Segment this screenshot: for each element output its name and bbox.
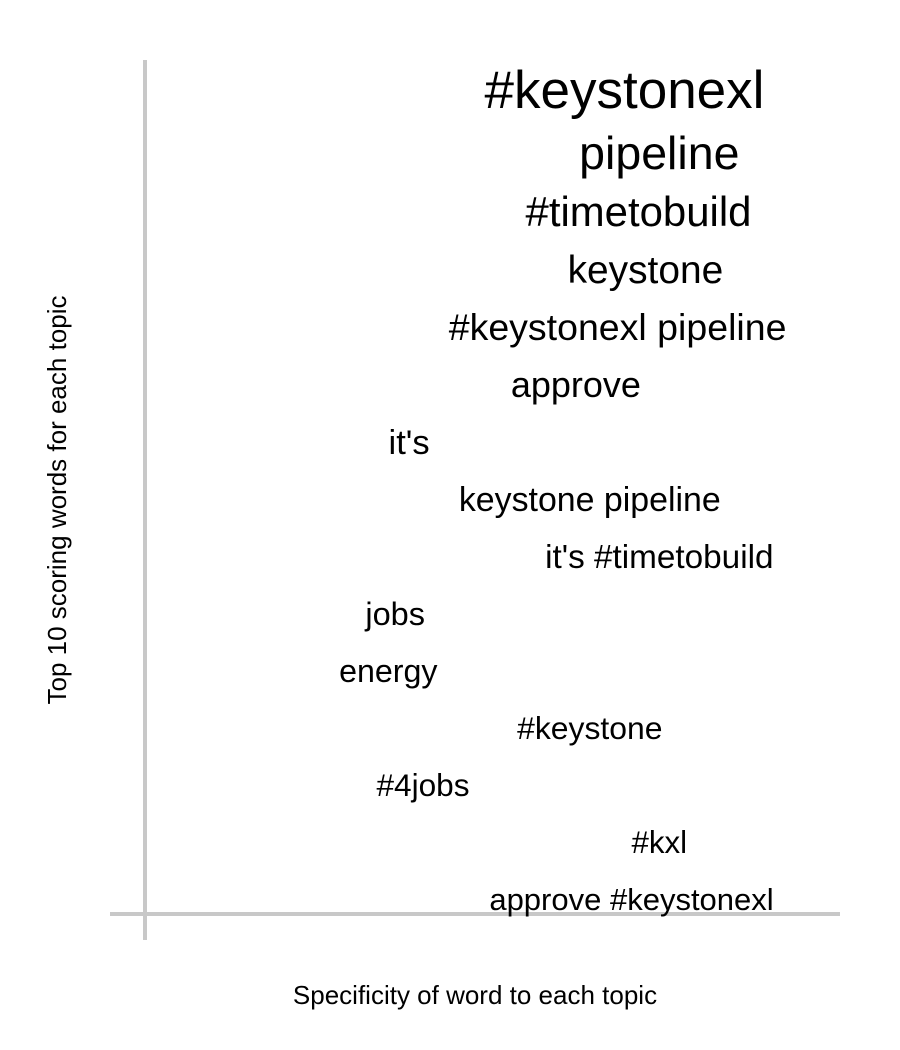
word-label: #kxl (631, 825, 687, 860)
word-label: #4jobs (376, 767, 469, 803)
word-label: #timetobuild (526, 188, 752, 235)
word-label: energy (339, 653, 438, 689)
y-axis-label: Top 10 scoring words for each topic (42, 296, 72, 705)
word-labels: #keystonexl pipeline #timetobuild keystone #… (339, 61, 786, 917)
word-label: it's (389, 424, 430, 462)
word-label: #keystonexl (485, 61, 765, 120)
word-label: approve (511, 364, 641, 405)
word-label: #keystone (517, 710, 662, 746)
word-label: pipeline (579, 127, 739, 179)
word-label: approve #keystonexl (489, 882, 773, 917)
word-label: keystone pipeline (459, 481, 721, 519)
word-label: #keystonexl pipeline (449, 306, 787, 348)
word-label: it's #timetobuild (545, 539, 773, 576)
word-label: keystone (568, 249, 724, 292)
x-axis-label: Specificity of word to each topic (293, 980, 657, 1010)
word-label: jobs (364, 596, 425, 632)
